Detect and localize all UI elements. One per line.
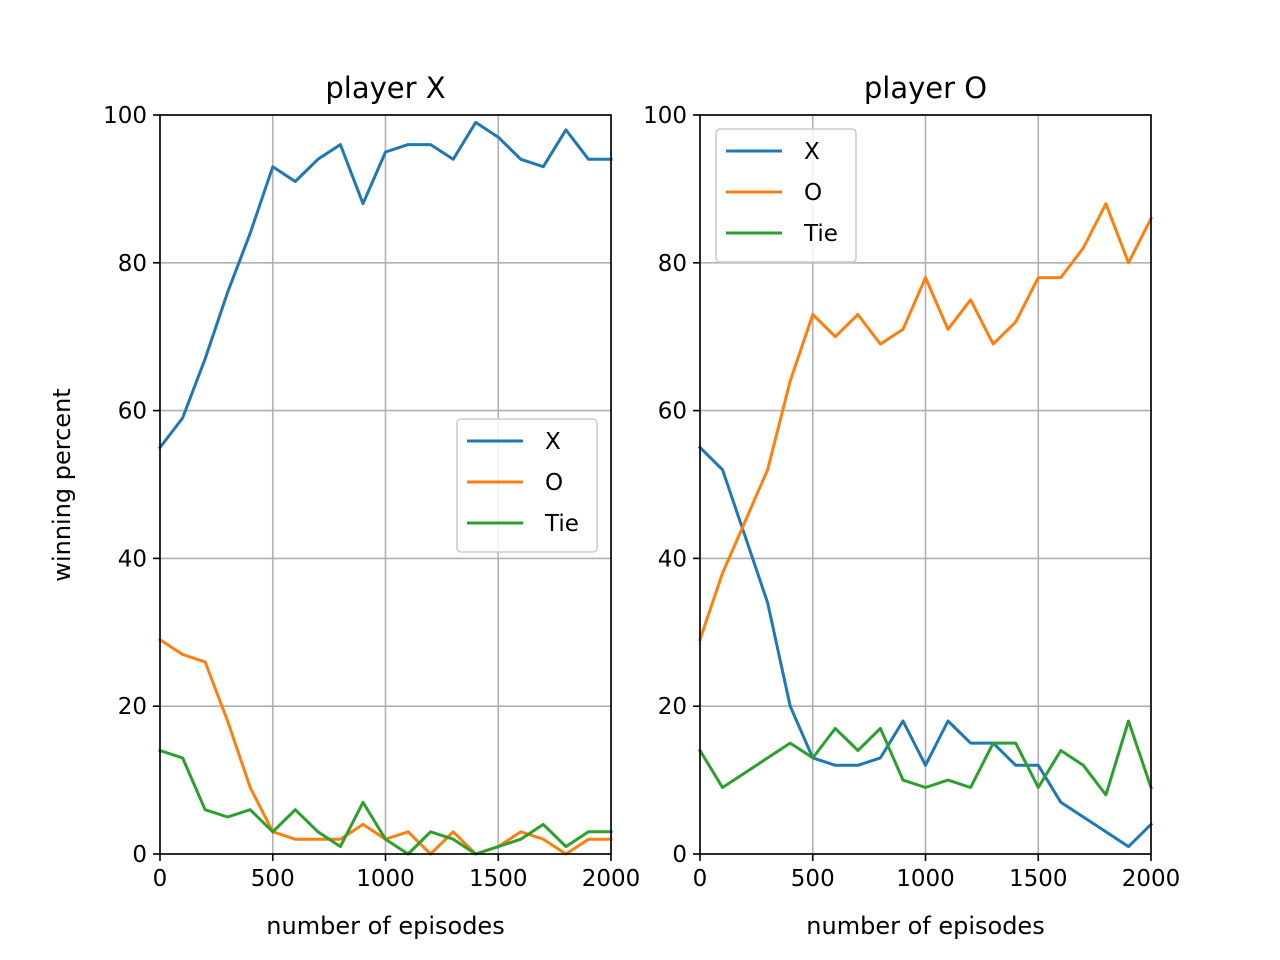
panel-1: 0 500 1000 1500 2000 0 20 40 60 80 100 player X numb… xyxy=(103,71,640,940)
x-tick-label: 2000 xyxy=(1122,866,1181,892)
y-tick-label: 40 xyxy=(118,546,147,572)
y-tick-label: 100 xyxy=(643,103,687,129)
y-tick-label: 20 xyxy=(118,694,147,720)
x-axis-label: number of episodes xyxy=(266,912,504,940)
x-tick-label: 500 xyxy=(251,866,295,892)
y-tick-label: 60 xyxy=(658,399,687,425)
y-tick-label: 60 xyxy=(118,399,147,425)
x-tick-label: 1000 xyxy=(896,866,955,892)
legend: XO Tie xyxy=(457,419,597,552)
legend-label-o: O xyxy=(804,180,822,206)
panel-title: player X xyxy=(325,71,445,105)
x-tick-label: 2000 xyxy=(582,866,641,892)
y-tick-label: 80 xyxy=(658,251,687,277)
legend: XO Tie xyxy=(716,129,856,262)
y-tick-label: 80 xyxy=(118,251,147,277)
x-tick-label: 0 xyxy=(153,866,168,892)
y-tick-label: 40 xyxy=(658,546,687,572)
y-tick-label: 0 xyxy=(672,842,687,868)
x-tick-label: 1500 xyxy=(469,866,528,892)
x-tick-label: 1500 xyxy=(1009,866,1068,892)
legend-label-tie: Tie xyxy=(544,511,579,537)
y-tick-label: 0 xyxy=(132,842,147,868)
panel-title: player O xyxy=(864,71,987,105)
panel-2: 0 500 1000 1500 2000 0 20 40 60 80 100 player O numb… xyxy=(643,71,1180,940)
figure-ylabel: winning percent xyxy=(48,388,76,581)
x-axis-label: number of episodes xyxy=(806,912,1044,940)
legend-label-x: X xyxy=(545,429,561,455)
legend-label-x: X xyxy=(804,139,820,165)
y-tick-label: 100 xyxy=(103,103,147,129)
x-tick-label: 1000 xyxy=(356,866,415,892)
legend-label-o: O xyxy=(545,470,563,496)
x-tick-label: 500 xyxy=(791,866,835,892)
y-tick-label: 20 xyxy=(658,694,687,720)
x-tick-label: 0 xyxy=(693,866,708,892)
legend-label-tie: Tie xyxy=(803,221,838,247)
